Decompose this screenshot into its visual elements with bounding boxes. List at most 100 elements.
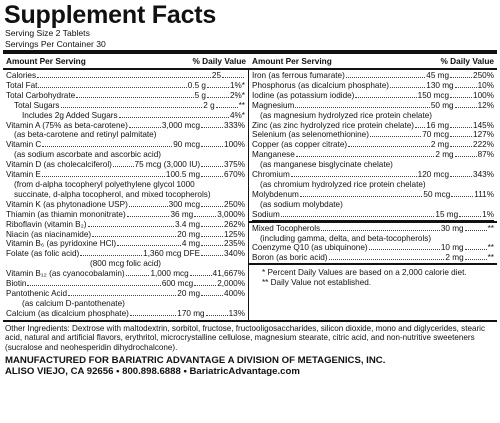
nutrient-row: Vitamin B₆ (as pyridoxine HCl) 4 mg 235%: [6, 239, 245, 249]
top-thick-rule: [3, 50, 497, 54]
leader-dots: [328, 253, 445, 261]
daily-value-percent: 400%: [224, 288, 245, 298]
leader-dots: [201, 200, 224, 207]
nutrient-amount: 50 mg: [430, 100, 454, 110]
leader-dots: [454, 150, 477, 158]
nutrient-row: Folate (as folic acid) 1,360 mcg DFE 340%: [6, 249, 245, 259]
leader-dots: [126, 210, 170, 217]
nutrient-name: Vitamin C: [6, 140, 42, 150]
nutrient-name: Boron (as boric acid): [252, 253, 328, 263]
daily-value-percent: 13%: [228, 308, 245, 318]
daily-value-percent: 87%: [477, 150, 494, 160]
leader-dots: [454, 101, 477, 108]
leader-dots: [464, 253, 487, 261]
nutrient-row: Includes 2g Added Sugars 4%*: [6, 111, 245, 121]
daily-value-percent: **: [487, 253, 494, 263]
nutrient-name: Coenzyme Q10 (as ubiquinone): [252, 243, 368, 253]
daily-value-percent: 10%: [477, 80, 494, 90]
leader-dots: [368, 243, 440, 251]
leader-dots: [118, 111, 229, 118]
daily-value-header: % Daily Value: [440, 56, 495, 66]
daily-value-percent: 340%: [224, 249, 245, 259]
nutrient-amount: 90 mcg: [173, 140, 201, 150]
leader-dots: [451, 190, 474, 197]
nutrient-row: Riboflavin (vitamin B₂) 3.4 mg 262%: [6, 220, 245, 230]
nutrient-row: Magnesium 50 mg 12%: [252, 101, 494, 111]
leader-dots: [390, 81, 426, 88]
leader-dots: [201, 289, 224, 296]
leader-dots: [355, 91, 417, 98]
nutrient-row: Sodium 15 mg 1%: [252, 210, 494, 221]
nutrient-row: Vitamin A (75% as beta-carotene) 3,000 mc…: [6, 121, 245, 131]
leader-dots: [450, 140, 473, 148]
leader-dots: [450, 121, 473, 128]
nutrient-amount: 120 mcg: [417, 170, 450, 180]
nutrient-name: Niacin (as niacinamide): [6, 229, 92, 239]
nutrient-amount: 36 mg: [170, 209, 194, 219]
daily-value-percent: 125%: [224, 229, 245, 239]
leader-dots: [450, 130, 473, 138]
nutrient-row: Calcium (as dicalcium phosphate) 170 mg 13…: [6, 309, 245, 319]
leader-dots: [321, 224, 440, 231]
leader-dots: [42, 140, 173, 148]
nutrient-source-note: (including gamma, delta, and beta-tocoph…: [260, 233, 432, 243]
right-header: Amount Per Serving % Daily Value: [249, 56, 497, 66]
leader-dots: [454, 81, 477, 88]
leader-dots: [194, 210, 217, 217]
daily-value-percent: 12%: [477, 100, 494, 110]
nutrient-amount: 2 mg: [430, 140, 450, 150]
leader-dots: [369, 130, 422, 138]
nutrient-name: Zinc (as zinc hydrolyzed rice protein ch…: [252, 120, 414, 130]
nutrient-name: Sodium: [252, 209, 280, 219]
nutrient-source-note: (from d-alpha tocopheryl polyethylene gl…: [14, 179, 195, 189]
daily-value-percent: 100%: [473, 90, 494, 100]
nutrient-row: Niacin (as niacinamide) 20 mg 125%: [6, 230, 245, 240]
leader-dots: [117, 239, 181, 247]
nutrient-row: Mixed Tocopherols 30 mg **: [252, 224, 494, 234]
daily-value-percent: **: [238, 100, 245, 110]
nutrient-name: Total Carbohydrate: [6, 90, 76, 100]
leader-dots: [215, 101, 238, 108]
nutrient-source-note: (as chromium hydrolyzed rice protein che…: [260, 179, 426, 189]
nutrient-amount: 150 mcg: [417, 90, 450, 100]
nutrient-source-note: (as sodium ascorbate and ascorbic acid): [14, 150, 161, 160]
nutrient-row: Iron (as ferrous fumarate) 45 mg 250%: [252, 71, 494, 81]
daily-value-percent: 4%*: [229, 110, 245, 120]
daily-value-percent: 100%: [224, 140, 245, 150]
nutrient-row: Calories 25: [6, 71, 245, 81]
nutrient-amount: 1,360 mcg DFE: [143, 249, 201, 259]
leader-dots: [201, 220, 224, 227]
right-nutrient-column: Iron (as ferrous fumarate) 45 mg 250% Phosp…: [249, 70, 497, 320]
leader-dots: [189, 269, 212, 277]
nutrient-row: Phosphorus (as dicalcium phosphate) 130 m…: [252, 81, 494, 91]
nutrient-amount: 50 mcg: [423, 189, 451, 199]
nutrient-amount: 30 mg: [440, 223, 464, 233]
nutrient-name: Molybdenum: [252, 189, 299, 199]
nutrient-name: Vitamin A (75% as beta-carotene): [6, 120, 128, 130]
daily-value-percent: 145%: [473, 120, 494, 130]
leader-dots: [459, 210, 482, 217]
nutrient-name: Calcium (as dicalcium phosphate): [6, 308, 129, 318]
leader-dots: [280, 210, 435, 217]
nutrient-row: Chromium 120 mcg 343%: [252, 170, 494, 180]
nutrient-name: Biotin: [6, 279, 27, 289]
leader-dots: [206, 91, 229, 98]
nutrient-source-note: (as manganese bisglycinate chelate): [260, 160, 393, 170]
leader-dots: [295, 101, 430, 108]
nutrient-amount: 3.4 mg: [175, 219, 201, 229]
manufacturer: MANUFACTURED FOR BARIATRIC ADVANTAGE A D…: [5, 354, 386, 366]
leader-dots: [201, 160, 224, 168]
header-rule: [3, 68, 497, 70]
footnote-not-established: ** Daily Value not established.: [262, 278, 372, 288]
nutrient-amount: 100.5 mg: [165, 170, 201, 180]
leader-dots: [290, 170, 417, 178]
daily-value-percent: 222%: [473, 140, 494, 150]
label-title: Supplement Facts: [4, 1, 217, 29]
nutrient-amount: 70 mcg: [422, 130, 450, 140]
nutrient-name: Chromium: [252, 170, 290, 180]
nutrient-name: Pantothenic Acid: [6, 288, 67, 298]
leader-dots: [295, 150, 435, 158]
leader-dots: [194, 279, 217, 287]
nutrient-row: Vitamin D (as cholecalciferol) 75 mcg (3,…: [6, 160, 245, 170]
nutrient-row: Boron (as boric acid) 2 mg **: [252, 253, 494, 263]
